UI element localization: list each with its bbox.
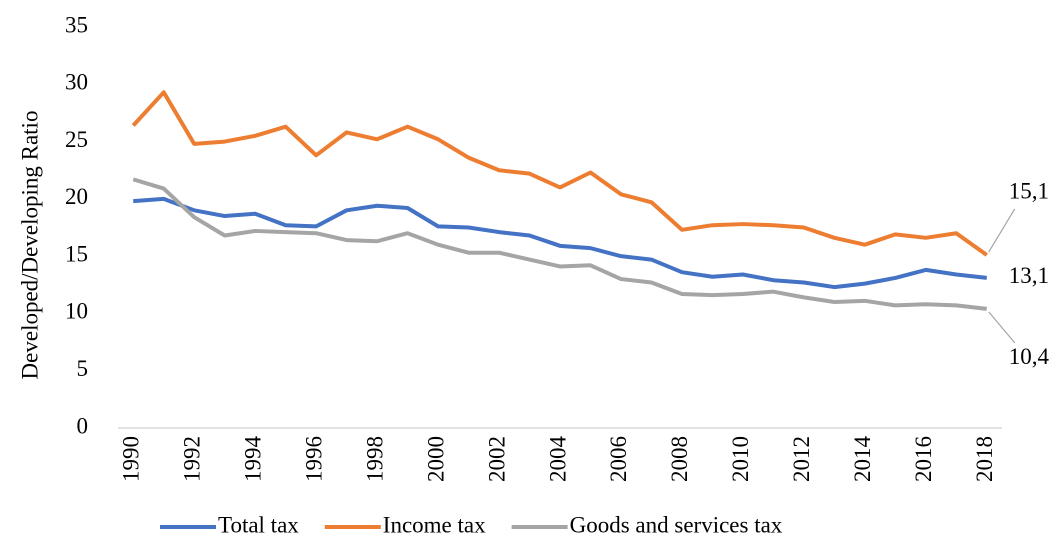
x-tick-label: 2018 <box>972 436 997 482</box>
y-tick-label: 10 <box>65 299 88 324</box>
y-tick-label: 35 <box>65 12 88 37</box>
data-label: 10,4 <box>1009 344 1050 369</box>
x-tick-label: 2016 <box>911 436 936 482</box>
series-line <box>131 90 988 257</box>
series-line <box>132 177 987 311</box>
y-tick-label: 30 <box>65 70 88 95</box>
x-tick-label: 1992 <box>179 436 204 482</box>
x-tick-label: 1994 <box>240 436 265 483</box>
legend-label: Income tax <box>383 512 486 537</box>
series-line <box>133 196 987 290</box>
x-tick-label: 2004 <box>545 436 570 483</box>
y-axis-title: Developed/Developing Ratio <box>17 111 42 380</box>
y-tick-label: 25 <box>65 127 88 152</box>
x-tick-label: 1998 <box>362 436 387 482</box>
legend-label: Total tax <box>218 512 299 537</box>
legend: Total tax Income tax Goods and services ta… <box>160 512 783 537</box>
y-tick-label: 5 <box>77 356 89 381</box>
x-tick-label: 2014 <box>850 436 875 483</box>
leader-line <box>988 311 1016 344</box>
y-tick-label: 20 <box>65 184 88 209</box>
legend-label: Goods and services tax <box>570 512 783 537</box>
y-tick-label: 0 <box>77 413 89 438</box>
x-tick-label: 2000 <box>423 436 448 482</box>
x-tick-label: 1990 <box>119 436 144 482</box>
x-tick-label: 2012 <box>789 436 814 482</box>
data-label: 15,1 <box>1009 178 1049 203</box>
y-tick-label: 15 <box>65 241 88 266</box>
x-tick-label: 2002 <box>484 436 509 482</box>
x-tick-label: 2008 <box>667 436 692 482</box>
x-tick-label: 1996 <box>301 436 326 482</box>
x-tick-label: 2010 <box>728 436 753 482</box>
x-tick-label: 2006 <box>606 436 631 482</box>
data-label: 13,1 <box>1009 263 1049 288</box>
leader-line <box>988 208 1016 253</box>
